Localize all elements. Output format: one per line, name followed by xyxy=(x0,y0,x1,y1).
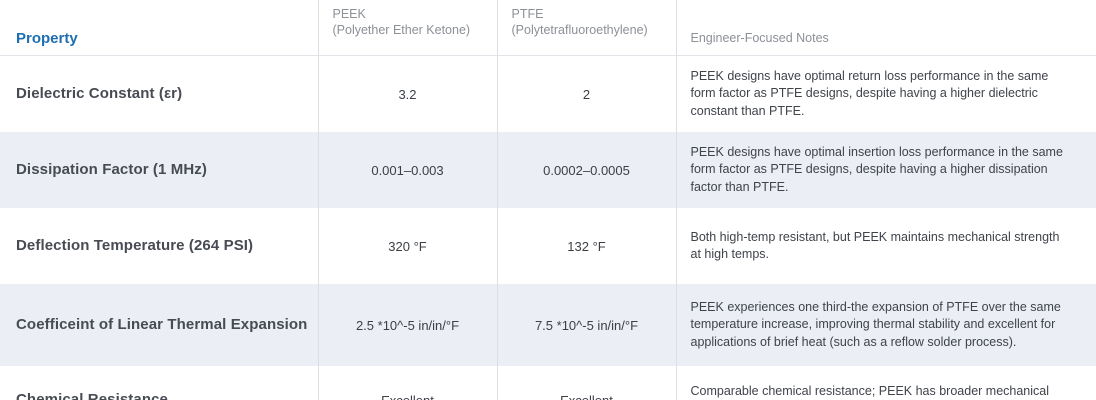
ptfe-value: Excellent xyxy=(496,366,676,400)
peek-value: Excellent xyxy=(317,366,497,400)
column-header-peek: PEEK (Polyether Ether Ketone) xyxy=(317,0,497,56)
ptfe-value: 132 °F xyxy=(496,208,676,284)
column-header-notes: Engineer-Focused Notes xyxy=(675,0,1096,56)
engineer-notes: PEEK experiences one third-the expansion… xyxy=(675,284,1096,366)
property-label: Coefficeint of Linear Thermal Expansion xyxy=(16,315,308,333)
engineer-notes: Comparable chemical resistance; PEEK has… xyxy=(675,366,1096,400)
column-header-property: Property xyxy=(0,0,318,56)
peek-value: 0.001–0.003 xyxy=(317,132,497,208)
engineer-notes: PEEK designs have optimal return loss pe… xyxy=(675,55,1096,132)
property-label: Deflection Temperature (264 PSI) xyxy=(16,236,254,254)
property-label: Dissipation Factor (1 MHz) xyxy=(16,160,207,178)
column-header-ptfe: PTFE (Polytetrafluoroethylene) xyxy=(496,0,676,56)
property-label: Dielectric Constant (εr) xyxy=(16,84,183,102)
engineer-notes: PEEK designs have optimal insertion loss… xyxy=(675,132,1096,208)
engineer-notes: Both high-temp resistant, but PEEK maint… xyxy=(675,208,1096,284)
ptfe-value: 2 xyxy=(496,55,676,132)
table-row-dielectric-constant: Dielectric Constant (εr) 3.2 2 PEEK desi… xyxy=(0,55,1096,132)
peek-value: 320 °F xyxy=(317,208,497,284)
table-row-dissipation-factor: Dissipation Factor (1 MHz) 0.001–0.003 0… xyxy=(0,132,1096,208)
table-row-deflection-temperature: Deflection Temperature (264 PSI) 320 °F … xyxy=(0,208,1096,284)
table-row-thermal-expansion: Coefficeint of Linear Thermal Expansion … xyxy=(0,284,1096,366)
peek-value: 2.5 *10^-5 in/in/°F xyxy=(317,284,497,366)
ptfe-value: 0.0002–0.0005 xyxy=(496,132,676,208)
table-row-chemical-resistance: Chemical Resistance Excellent Excellent … xyxy=(0,366,1096,400)
property-label: Chemical Resistance xyxy=(16,390,168,400)
header-row: Property PEEK (Polyether Ether Ketone) P… xyxy=(0,0,1096,56)
ptfe-value: 7.5 *10^-5 in/in/°F xyxy=(496,284,676,366)
peek-value: 3.2 xyxy=(317,55,497,132)
